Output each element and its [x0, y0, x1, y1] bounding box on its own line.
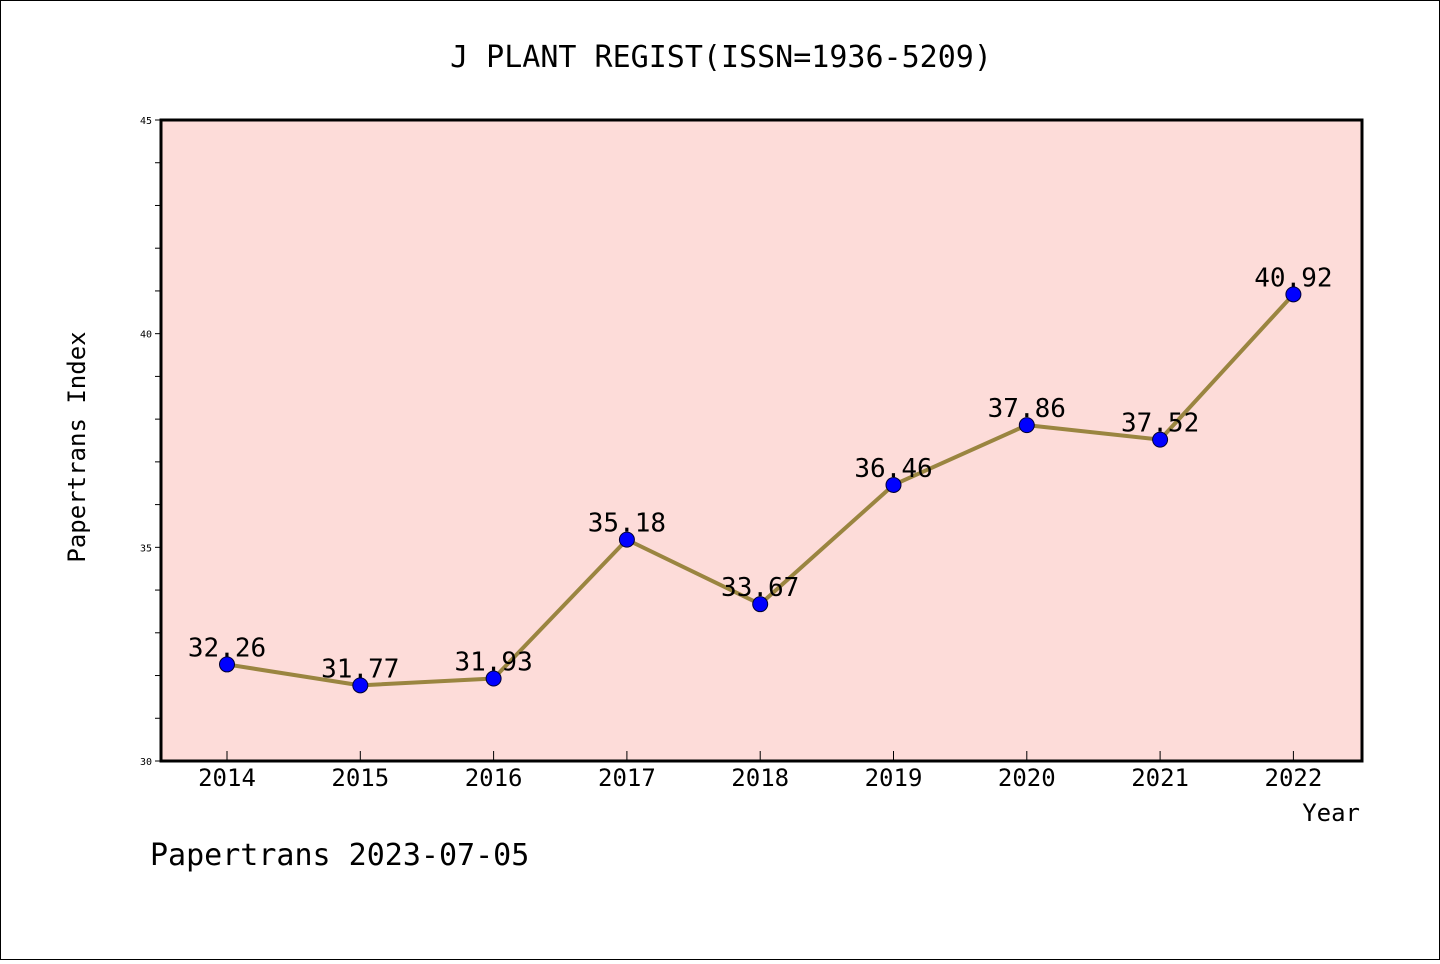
x-axis-label: Year: [1302, 799, 1360, 827]
x-tick-label: 2020: [998, 764, 1056, 792]
y-tick-label: 30: [140, 757, 152, 768]
data-points: [219, 286, 1302, 694]
data-point: [485, 670, 502, 687]
x-tick-label: 2018: [731, 764, 789, 792]
data-label: 37.86: [988, 394, 1066, 424]
data-label: 36.46: [854, 454, 932, 484]
x-tick-label: 2021: [1131, 764, 1189, 792]
data-point: [352, 677, 369, 694]
footer-note: Papertrans 2023-07-05: [150, 838, 529, 873]
chart-title: J PLANT REGIST(ISSN=1936-5209): [450, 40, 992, 75]
x-tick-label: 2016: [465, 764, 523, 792]
x-tick-label: 2014: [198, 764, 256, 792]
y-axis: 30 35 40 45: [140, 116, 161, 768]
x-axis: 2014 2015 2016 2017 2018 2019 2020 2021 2022: [198, 751, 1322, 792]
x-tick-label: 2022: [1265, 764, 1323, 792]
y-tick-label: 45: [140, 116, 152, 127]
y-axis-label: Papertrans Index: [63, 331, 91, 562]
x-tick-label: 2015: [331, 764, 389, 792]
data-point: [618, 531, 635, 548]
x-tick-label: 2019: [865, 764, 923, 792]
data-point: [885, 476, 902, 493]
data-label: 32.26: [188, 633, 266, 663]
data-label: 33.67: [721, 573, 799, 603]
data-label: 37.52: [1121, 409, 1199, 439]
data-label: 31.93: [454, 648, 532, 678]
data-label: 35.18: [588, 509, 666, 539]
data-point: [1018, 417, 1035, 434]
y-tick-label: 40: [140, 330, 152, 341]
data-label: 40.92: [1254, 263, 1332, 293]
x-tick-label: 2017: [598, 764, 656, 792]
data-point: [752, 596, 769, 613]
data-label: 31.77: [321, 654, 399, 684]
data-labels: 32.26 31.77 31.93 35.18 33.67 36.46 37.86 37.52…: [188, 263, 1333, 684]
data-point: [1285, 286, 1302, 303]
data-point: [219, 656, 235, 673]
plot-border: [159, 118, 1364, 763]
y-tick-label: 35: [140, 543, 152, 554]
data-point: [1152, 431, 1169, 448]
